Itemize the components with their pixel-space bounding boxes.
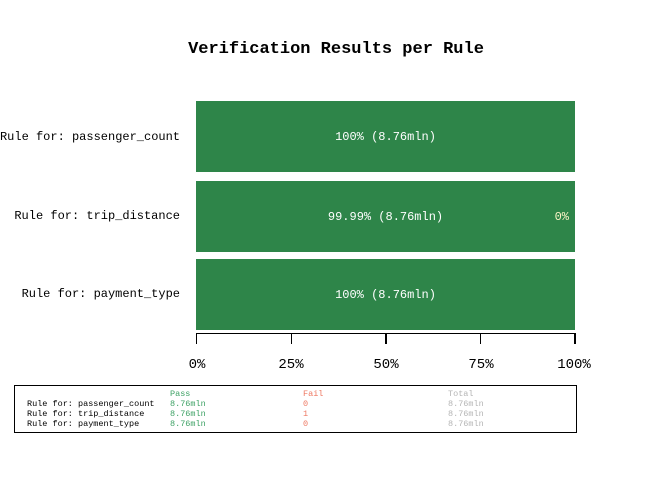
y-axis-label-passenger-count: Rule for: passenger_count	[0, 130, 180, 144]
total-column-header: Total	[448, 389, 474, 399]
fail-value: 0	[303, 419, 309, 429]
x-axis-tick	[195, 333, 197, 344]
table-row: Rule for: trip_distance 8.76mln 1 8.76ml…	[15, 409, 576, 419]
x-axis-tick	[290, 333, 292, 344]
total-value: 8.76mln	[448, 409, 484, 419]
y-axis-label-payment-type: Rule for: payment_type	[21, 287, 180, 301]
x-axis-tick-label: 0%	[188, 357, 206, 373]
pass-column-header: Pass	[170, 389, 191, 399]
pass-value: 8.76mln	[170, 409, 206, 419]
total-value: 8.76mln	[448, 419, 484, 429]
rule-label: Rule for: trip_distance	[27, 409, 145, 419]
bar-value-label: 100% (8.76mln)	[335, 287, 436, 302]
x-axis-tick	[479, 333, 481, 344]
rule-label: Rule for: passenger_count	[27, 399, 155, 409]
x-axis-tick	[574, 333, 576, 344]
summary-table: Pass Fail Total Rule for: passenger_coun…	[14, 385, 577, 433]
pass-value: 8.76mln	[170, 399, 206, 409]
chart-title: Verification Results per Rule	[188, 40, 484, 59]
total-value: 8.76mln	[448, 399, 484, 409]
fail-column-header: Fail	[303, 389, 324, 399]
x-axis-tick-label: 75%	[468, 357, 494, 373]
bar-fail-value-label: 0%	[554, 209, 569, 224]
table-row: Rule for: payment_type 8.76mln 0 8.76mln	[15, 419, 576, 429]
pass-value: 8.76mln	[170, 419, 206, 429]
bar-value-label: 100% (8.76mln)	[335, 129, 436, 144]
x-axis-tick	[385, 333, 387, 344]
fail-value: 1	[303, 409, 309, 419]
rule-label: Rule for: payment_type	[27, 419, 140, 429]
bar-payment-type: 100% (8.76mln)	[196, 259, 575, 330]
bar-value-label: 99.99% (8.76mln)	[327, 209, 444, 224]
fail-value: 0	[303, 399, 309, 409]
bar-trip-distance: 99.99% (8.76mln) 0%	[196, 181, 575, 252]
y-axis-label-trip-distance: Rule for: trip_distance	[14, 209, 180, 223]
x-axis-tick-label: 100%	[557, 357, 591, 373]
x-axis-tick-label: 50%	[373, 357, 399, 373]
summary-table-header-row: Pass Fail Total	[15, 389, 576, 399]
table-row: Rule for: passenger_count 8.76mln 0 8.76…	[15, 399, 576, 409]
x-axis-tick-label: 25%	[278, 357, 304, 373]
bar-passenger-count: 100% (8.76mln)	[196, 101, 575, 172]
